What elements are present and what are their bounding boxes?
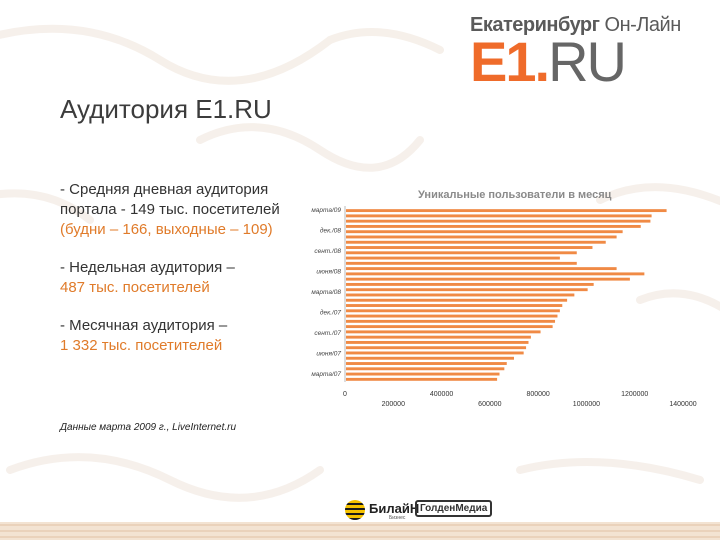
- bar: [346, 219, 651, 223]
- x-tick-label: 200000: [382, 401, 405, 408]
- y-tick-label: дек./08: [320, 227, 342, 235]
- bar: [346, 214, 652, 218]
- y-tick-label: дек./07: [320, 309, 342, 317]
- bar: [346, 277, 630, 281]
- bar: [346, 224, 641, 228]
- beeline-logo-icon: [345, 500, 365, 520]
- bar: [346, 256, 560, 260]
- bar: [346, 319, 556, 323]
- y-tick-label: сент./08: [314, 248, 341, 255]
- logo-tagline: Екатеринбург Он-Лайн: [470, 14, 681, 36]
- y-tick-label: сент./07: [314, 330, 341, 337]
- chart-title: Уникальные пользователи в месяц: [418, 189, 612, 201]
- bar: [346, 298, 568, 302]
- bar: [346, 261, 577, 265]
- bar: [346, 230, 623, 234]
- x-tick-label: 1000000: [573, 401, 600, 408]
- partner-logos: БилайН Бизнес ГолденМедиа: [345, 498, 493, 524]
- bar: [346, 372, 500, 376]
- bar: [346, 293, 575, 297]
- bar: [346, 246, 593, 249]
- bar: [346, 251, 577, 255]
- golden-media-logo: ГолденМедиа: [415, 500, 493, 517]
- bar: [346, 335, 531, 339]
- bar: [346, 240, 606, 244]
- bar: [346, 340, 529, 344]
- bar: [346, 272, 645, 276]
- page-title: Аудитория E1.RU: [60, 94, 272, 124]
- bar: [346, 377, 498, 381]
- bar: [346, 362, 507, 365]
- x-tick-label: 800000: [526, 391, 549, 398]
- x-tick-label: 600000: [478, 401, 501, 408]
- unique-users-bar-chart: Уникальные пользователи в месяц марта/09 д…: [311, 189, 696, 408]
- bullet-monthly-audience: - Месячная аудитория – 1 332 тыс. посети…: [60, 317, 228, 354]
- y-tick-label: марта/08: [311, 289, 341, 296]
- bar: [346, 309, 560, 313]
- bar: [346, 356, 514, 360]
- bar: [346, 288, 588, 292]
- bar: [346, 282, 594, 286]
- bar: [346, 367, 505, 371]
- logo-brand: E1.RU: [470, 30, 627, 93]
- bar: [346, 351, 524, 355]
- bar: [346, 235, 617, 239]
- beeline-logo-text: БилайН: [369, 501, 420, 516]
- x-tick-label: 1200000: [621, 391, 648, 398]
- bullet-weekly-audience: - Недельная аудитория – 487 тыс. посетит…: [60, 259, 235, 296]
- bar: [346, 314, 558, 318]
- y-tick-label: июня/08: [316, 269, 341, 276]
- y-tick-label: марта/09: [311, 207, 341, 214]
- beeline-logo-subtext: Бизнес: [389, 515, 406, 521]
- x-tick-label: 0: [343, 391, 347, 398]
- bar: [346, 304, 563, 307]
- bar: [346, 346, 527, 350]
- e1-ru-logo: Екатеринбург Он-Лайн E1.RU: [470, 8, 681, 93]
- bullet-daily-audience: - Средняя дневная аудитория портала - 14…: [60, 181, 280, 238]
- y-tick-label: июня/07: [316, 351, 341, 358]
- bar: [346, 330, 541, 334]
- y-tick-label: марта/07: [311, 371, 341, 378]
- bar: [346, 267, 617, 271]
- bar: [346, 325, 553, 329]
- bar: [346, 209, 667, 213]
- x-tick-label: 1400000: [669, 401, 696, 408]
- x-tick-label: 400000: [430, 391, 453, 398]
- data-source-note: Данные марта 2009 г., LiveInternet.ru: [60, 422, 237, 433]
